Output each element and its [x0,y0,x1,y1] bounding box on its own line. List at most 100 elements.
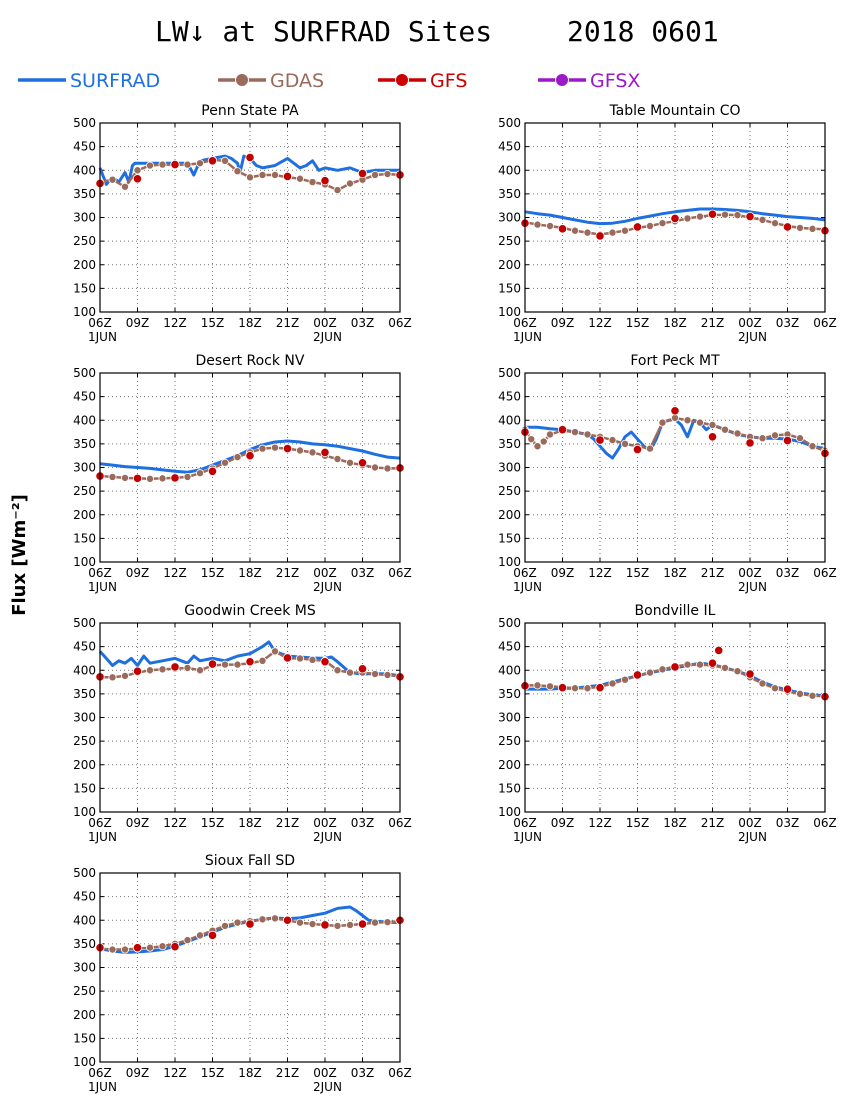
y-tick-label: 200 [73,758,96,772]
y-tick-label: 350 [73,437,96,451]
gdas-point [220,156,229,165]
gdas-point [108,472,117,481]
y-tick-label: 350 [498,687,521,701]
gdas-point [571,684,580,693]
x-day-label: 1JUN [513,830,542,844]
grid [525,623,825,812]
gdas-point [658,219,667,228]
series-line-surfrad [524,207,826,226]
gdas-point [183,160,192,169]
gdas-point [383,464,392,473]
x-tick-label: 09Z [126,316,150,330]
gfs-point [557,683,568,693]
y-tick-label: 300 [498,461,521,475]
gdas-point [121,182,130,191]
plot-frame [99,372,401,563]
gfs-point [745,438,755,448]
gdas-point [270,443,279,452]
y-tick-label: 300 [73,211,96,225]
y-tick-label: 450 [73,390,96,404]
gdas-point [270,170,279,179]
gfs-point [670,406,680,416]
gfs-point [632,670,643,680]
y-tick-label: 150 [73,531,96,545]
x-tick-label: 18Z [238,316,262,330]
plot-frame [99,122,401,313]
y-tick-label: 200 [73,258,96,272]
plot-frame [99,872,401,1063]
gfs-point [557,224,568,234]
gdas-point [683,416,692,425]
gdas-point [270,914,279,923]
gdas-point [571,428,580,437]
y-tick-label: 100 [498,305,521,319]
y-axis-label: Flux [Wm⁻²] [9,494,30,616]
x-tick-label: 12Z [588,316,612,330]
y-tick-label: 200 [73,508,96,522]
gdas-point [721,210,730,219]
gdas-point [145,943,154,952]
panel-table-mountain-co: Table Mountain CO 100 150 200 250 300 350 400 45… [498,103,837,344]
gdas-point [133,166,142,175]
gfs-point [207,466,218,476]
gdas-point [771,431,780,440]
legend-label-gdas: GDAS [270,70,324,92]
gdas-point [696,660,705,669]
gfs-point [595,231,605,241]
gdas-point [370,463,379,472]
y-axis: 100 150 200 250 300 350 400 450 500 [73,116,400,319]
series-line-surfrad [98,640,401,678]
gdas-point [808,224,817,233]
y-tick-label: 150 [498,781,521,795]
y-tick-label: 400 [73,913,96,927]
y-tick-label: 500 [498,116,521,130]
grid [525,373,825,562]
gdas-point [546,682,555,691]
gfs-point [745,669,755,679]
gdas-point [721,663,730,672]
x-tick-label: 12Z [588,816,612,830]
legend-item-gfs: GFS [378,70,467,92]
y-axis: 100 150 200 250 300 350 400 450 500 [498,616,825,819]
plot-frame [524,372,826,563]
y-tick-label: 450 [498,390,521,404]
gfs-point [245,451,255,461]
gfs-point [320,176,330,186]
y-tick-label: 200 [73,1008,96,1022]
panel-title: Goodwin Creek MS [184,603,316,619]
y-tick-label: 400 [498,163,521,177]
y-tick-label: 350 [73,687,96,701]
gdas-point [233,453,242,462]
gfs-point [714,645,724,656]
x-tick-label: 06Z [388,566,412,580]
gfs-point [207,930,218,940]
plot-frame [524,622,826,813]
gdas-point [383,170,392,179]
gdas-point [233,918,242,927]
gdas-point [608,679,617,688]
y-tick-label: 200 [498,258,521,272]
x-tick-label: 00Z [738,816,762,830]
series-line-gdas [523,416,826,453]
x-tick-label: 06Z [88,816,112,830]
gdas-point [345,920,354,929]
y-tick-label: 100 [498,555,521,569]
panel-sioux-fall-sd: Sioux Fall SD 100 150 200 250 300 350 400 450 500… [73,853,412,1094]
gdas-point [733,667,742,676]
gdas-point [608,436,617,445]
x-tick-label: 12Z [163,1066,187,1080]
gfs-point [282,171,293,181]
gdas-point [733,211,742,220]
gdas-point [527,435,536,444]
y-tick-label: 400 [498,663,521,677]
gdas-point [796,434,805,443]
y-axis: 100 150 200 250 300 350 400 450 500 [73,616,400,819]
x-tick-label: 00Z [738,566,762,580]
x-tick-label: 03Z [776,566,800,580]
y-tick-label: 350 [73,937,96,951]
gfs-point [170,473,180,483]
y-tick-label: 400 [73,413,96,427]
gfs-point [357,919,368,929]
